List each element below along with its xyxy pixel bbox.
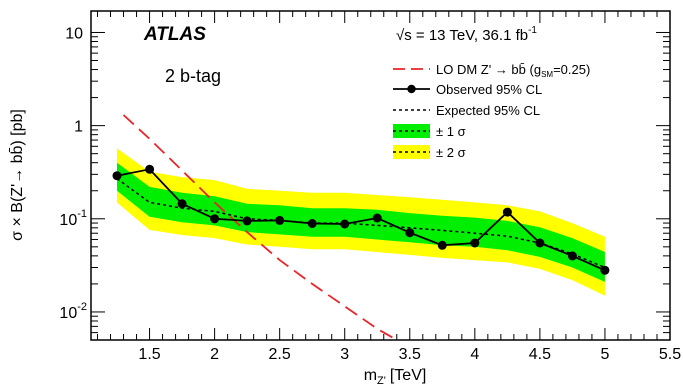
x-axis-title-main: m bbox=[364, 367, 377, 384]
y-tick-label-exp: -2 bbox=[77, 301, 87, 313]
y-tick-label: 10 bbox=[65, 25, 83, 42]
x-axis-title: mZ' [TeV] bbox=[364, 367, 427, 387]
observed-point bbox=[437, 240, 447, 250]
observed-point bbox=[405, 228, 415, 238]
x-tick-label: 2.5 bbox=[269, 346, 291, 363]
observed-point bbox=[145, 164, 155, 174]
plot-area bbox=[112, 114, 610, 340]
legend-label-expected: Expected 95% CL bbox=[436, 103, 540, 118]
category-label: 2 b-tag bbox=[165, 66, 221, 86]
energy-lumi-label: √s = 13 TeV, 36.1 fb-1 bbox=[396, 25, 537, 44]
observed-point bbox=[275, 215, 285, 225]
observed-point bbox=[210, 214, 220, 224]
legend-label-band1: ± 1 σ bbox=[436, 124, 466, 139]
y-tick-label: 10-2 bbox=[59, 301, 87, 322]
observed-limit-line bbox=[116, 168, 606, 272]
x-tick-label: 5 bbox=[600, 346, 609, 363]
axis-ticks bbox=[91, 11, 671, 341]
theory-curve bbox=[122, 114, 398, 340]
expected-limit-line bbox=[116, 177, 606, 269]
x-tick-label: 4 bbox=[470, 346, 479, 363]
legend-theory-main: LO DM Z' → bb̄ (g bbox=[436, 62, 541, 77]
legend-theory-sub: SM bbox=[541, 70, 553, 79]
observed-point bbox=[600, 265, 610, 275]
energy-lumi-sup: -1 bbox=[528, 25, 537, 36]
observed-point bbox=[307, 219, 317, 228]
observed-point bbox=[242, 216, 252, 226]
x-axis-title-unit: [TeV] bbox=[390, 367, 426, 384]
observed-point bbox=[502, 207, 512, 217]
x-tick-label: 4.5 bbox=[529, 346, 551, 363]
observed-point bbox=[340, 219, 350, 229]
x-axis-title-sub: Z' bbox=[377, 375, 386, 387]
x-tick-label: 3 bbox=[340, 346, 349, 363]
legend-swatch-observed-marker bbox=[407, 84, 416, 94]
energy-lumi-main: √s = 13 TeV, 36.1 fb bbox=[396, 27, 528, 44]
observed-point bbox=[567, 251, 577, 261]
experiment-label: ATLAS bbox=[143, 24, 206, 45]
observed-point bbox=[372, 213, 382, 223]
one-sigma-band bbox=[117, 162, 605, 282]
observed-point bbox=[470, 238, 480, 248]
x-tick-label: 1.5 bbox=[138, 346, 160, 363]
x-tick-label: 2 bbox=[210, 346, 219, 363]
x-tick-label: 3.5 bbox=[399, 346, 421, 363]
legend: LO DM Z' → bb̄ (gSM=0.25) Observed 95% C… bbox=[393, 62, 590, 160]
y-tick-label: 1 bbox=[74, 119, 83, 136]
observed-point bbox=[112, 171, 122, 181]
y-tick-label-base: 10 bbox=[59, 305, 77, 322]
y-axis-title: σ × B(Z'→ bb̄) [pb] bbox=[9, 109, 26, 241]
y-tick-label-base: 10 bbox=[59, 212, 77, 229]
y-tick-label: 10-1 bbox=[59, 208, 87, 229]
legend-label-band2: ± 2 σ bbox=[436, 145, 466, 160]
legend-label-theory: LO DM Z' → bb̄ (gSM=0.25) bbox=[436, 62, 590, 79]
observed-point bbox=[177, 199, 187, 209]
legend-theory-tail: =0.25) bbox=[553, 62, 590, 77]
plot-frame bbox=[90, 10, 671, 341]
x-tick-label: 5.5 bbox=[659, 346, 681, 363]
observed-point bbox=[535, 238, 545, 248]
y-tick-label-exp: -1 bbox=[77, 208, 87, 220]
legend-label-observed: Observed 95% CL bbox=[436, 82, 542, 97]
